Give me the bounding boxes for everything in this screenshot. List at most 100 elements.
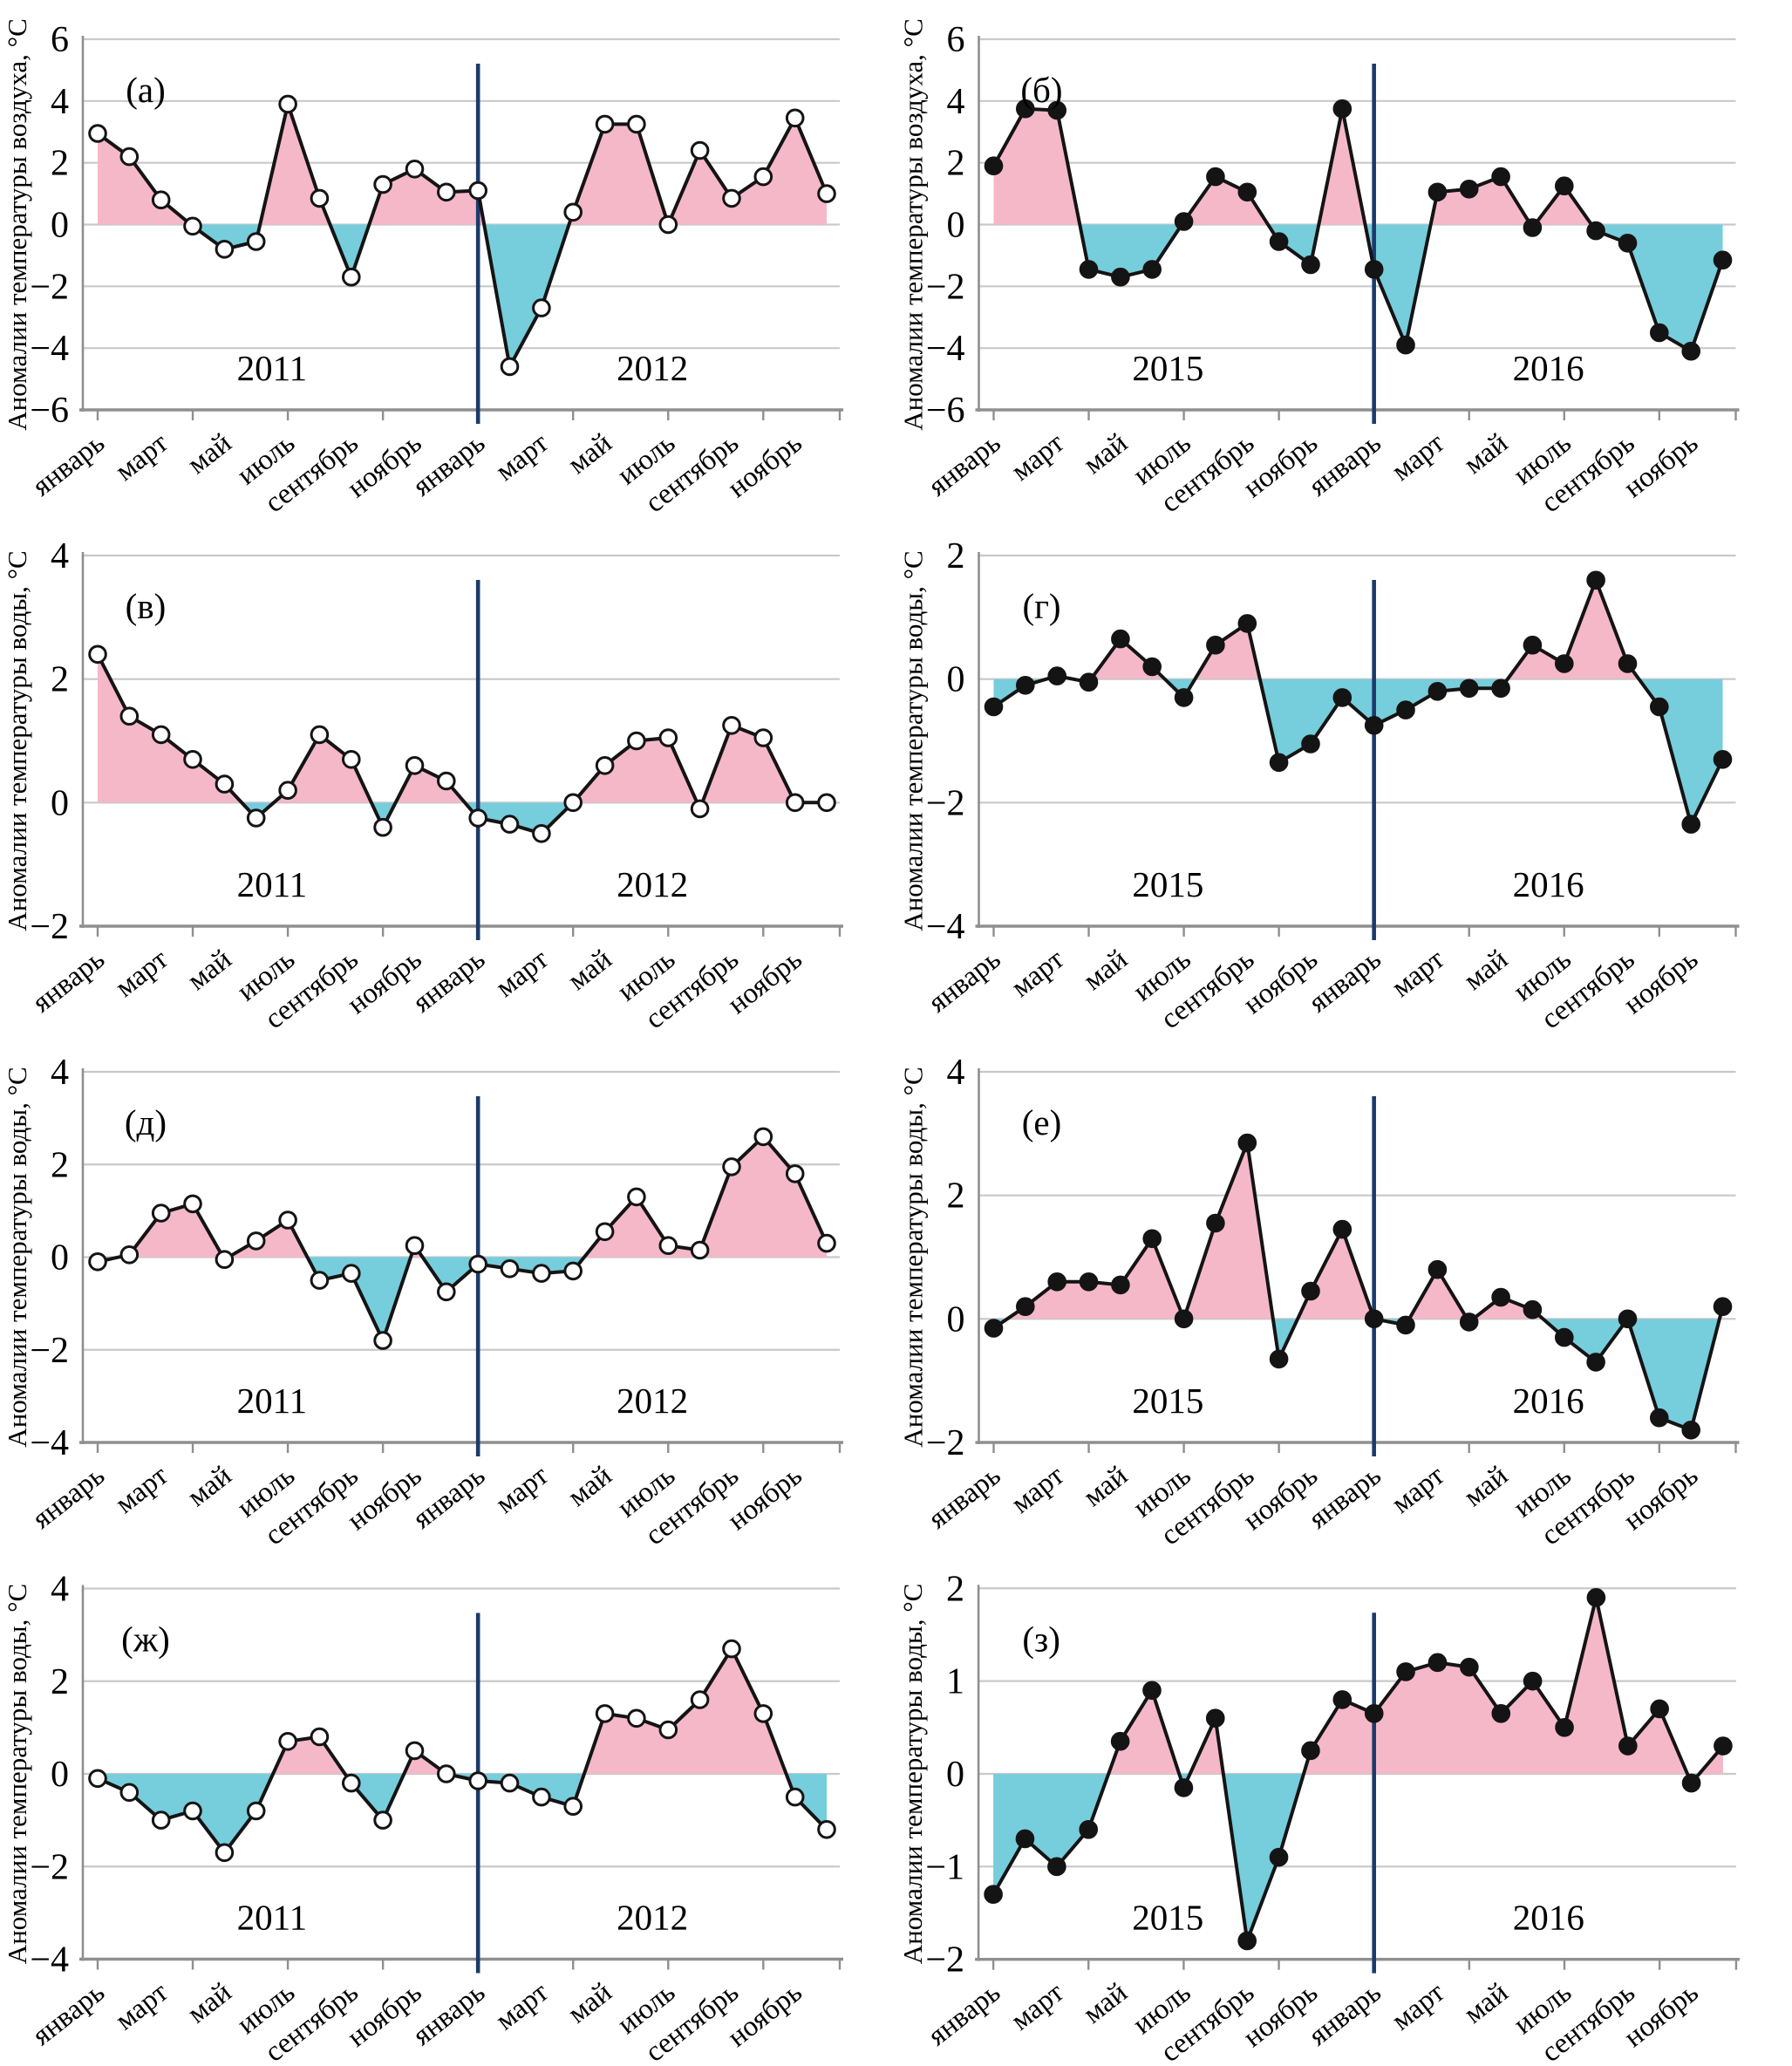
data-point-marker	[1491, 678, 1510, 699]
data-point-marker	[1174, 212, 1194, 231]
data-point-marker	[1016, 1297, 1035, 1317]
y-tick-labels: 4 2 0 −2	[926, 1053, 965, 1463]
data-point-marker	[1396, 1662, 1415, 1681]
month-tick-label: ноябрь	[1237, 944, 1324, 1020]
x-axis-ticks	[992, 926, 1737, 937]
y-tick-label: 2	[947, 1176, 965, 1217]
y-tick-label: 2	[51, 660, 69, 700]
data-point-marker	[1142, 1229, 1162, 1249]
data-point-marker	[1142, 1681, 1162, 1701]
month-tick-label: март	[490, 1976, 555, 2036]
y-tick-label: 4	[51, 1570, 69, 1610]
year-label: 2015	[1132, 864, 1203, 904]
month-tick-label: май	[181, 1976, 237, 2029]
data-point-marker	[722, 1639, 741, 1659]
data-point-marker	[310, 188, 330, 208]
month-tick-label: март	[1386, 944, 1450, 1004]
month-tick-label: ноябрь	[1618, 427, 1704, 504]
data-point-marker	[817, 1233, 836, 1253]
data-point-marker	[1523, 218, 1543, 237]
data-point-marker	[1110, 1731, 1130, 1751]
data-point-marker	[119, 1245, 140, 1265]
data-point-marker	[753, 728, 773, 747]
data-point-marker	[1269, 1847, 1289, 1867]
data-point-markers	[984, 1588, 1733, 1951]
y-axis-title: Аномалии температуры воды, °С	[898, 550, 929, 931]
data-point-marker	[627, 1708, 646, 1728]
month-tick-label: март	[1005, 427, 1070, 488]
data-point-marker	[1491, 1287, 1510, 1307]
data-point-marker	[1332, 1219, 1353, 1239]
data-point-marker	[278, 1210, 297, 1230]
chart-panel-a: 6 4 2 0 −2 −4 −6 январь март май июль сентябрь ноябр…	[0, 0, 896, 516]
data-point-marker	[1237, 614, 1257, 633]
y-tick-label: −2	[926, 267, 965, 307]
data-point-marker	[563, 1797, 583, 1817]
month-tick-label: январь	[923, 1977, 1006, 2052]
panel-label: (з)	[1022, 1619, 1060, 1659]
series-line	[97, 1135, 828, 1343]
y-axis-title: Аномалии температуры воды, °С	[2, 550, 32, 931]
y-tick-label: 4	[947, 1053, 965, 1093]
y-tick-label: −2	[30, 907, 69, 947]
year-label: 2016	[1513, 348, 1584, 388]
data-point-marker	[1269, 753, 1289, 773]
data-point-marker	[215, 774, 235, 794]
y-tick-label: 2	[946, 1569, 964, 1609]
y-tick-label: −4	[926, 329, 965, 369]
y-tick-label: 4	[51, 536, 69, 576]
year-label: 2012	[617, 1898, 688, 1938]
x-axis-ticks	[991, 1959, 1738, 1970]
data-point-marker	[1650, 1408, 1669, 1428]
data-point-marker	[532, 1264, 551, 1283]
data-point-marker	[785, 1787, 805, 1807]
year-label: 2016	[1513, 1898, 1584, 1938]
data-point-marker	[1460, 1657, 1479, 1677]
month-tick-label: май	[181, 1460, 237, 1513]
y-tick-labels: 2 1 0 −1 −2	[925, 1569, 964, 1980]
data-point-marker	[1364, 716, 1384, 735]
y-tick-labels: 2 0 −2 −4	[926, 536, 965, 947]
month-tick-label: январь	[1303, 427, 1387, 502]
month-tick-label: март	[1005, 1460, 1070, 1520]
month-tick-label: май	[562, 1976, 618, 2029]
data-point-marker	[342, 1773, 361, 1793]
panel-label: (е)	[1022, 1102, 1062, 1142]
data-point-marker	[1332, 688, 1353, 707]
chart-panel-v: 4 2 0 −2 январь март май июль сентябрь ноябрь янва…	[0, 516, 896, 1033]
data-point-marker	[785, 1164, 805, 1183]
data-point-marker	[1396, 700, 1415, 719]
y-tick-label: −2	[926, 783, 965, 823]
data-point-marker	[183, 1194, 202, 1214]
chart-panel-b: 6 4 2 0 −2 −4 −6 январь март май июль сентябрь ноябр…	[896, 0, 1792, 516]
y-tick-label: −2	[30, 267, 69, 307]
data-point-marker	[753, 1127, 773, 1147]
month-tick-label: март	[490, 427, 555, 488]
month-tick-label: май	[562, 1460, 618, 1513]
data-point-marker	[722, 1157, 741, 1176]
month-tick-label: май	[1078, 1977, 1134, 2030]
y-tick-label: 0	[946, 1755, 964, 1795]
panel-label: (б)	[1020, 70, 1062, 110]
y-tick-label: 0	[947, 660, 965, 700]
y-tick-label: −4	[30, 329, 69, 369]
data-point-marker	[1618, 1736, 1638, 1756]
month-tick-label: ноябрь	[342, 427, 428, 504]
data-point-marker	[627, 114, 646, 134]
year-label: 2011	[237, 348, 307, 388]
y-tick-label: 2	[51, 144, 69, 184]
data-point-marker	[1618, 654, 1638, 673]
month-tick-label: январь	[1303, 1460, 1387, 1535]
data-point-marker	[984, 697, 1004, 717]
month-tick-label: март	[1005, 944, 1070, 1004]
data-point-marker	[405, 1236, 425, 1255]
x-axis-ticks	[96, 1959, 841, 1970]
data-point-marker	[984, 1885, 1003, 1905]
data-point-marker	[1047, 666, 1066, 685]
data-point-marker	[1396, 1315, 1415, 1335]
